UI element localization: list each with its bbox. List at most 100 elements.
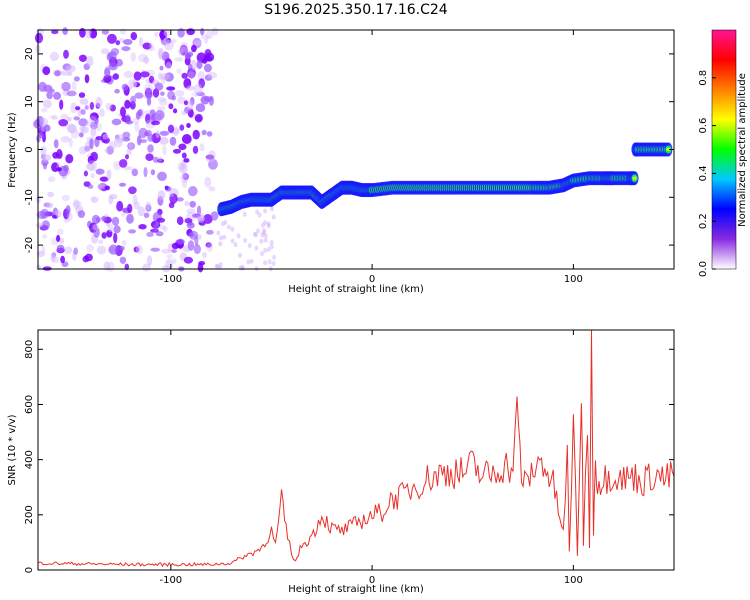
noise-blob <box>91 214 100 225</box>
noise-blob <box>128 142 133 149</box>
noise-blob <box>64 246 73 255</box>
noise-blob <box>56 234 61 243</box>
noise-blob <box>144 54 149 65</box>
noise-blob <box>189 200 196 208</box>
noise-blob <box>181 179 188 188</box>
noise-blob <box>42 234 47 239</box>
noise-blob <box>55 210 62 218</box>
noise-blob <box>120 106 126 117</box>
noise-blob <box>179 162 188 174</box>
noise-blob <box>215 263 220 269</box>
noise-blob <box>47 191 54 198</box>
noise-blob <box>56 167 62 172</box>
noise-blob <box>207 71 218 79</box>
noise-blob <box>266 221 271 227</box>
noise-blob <box>142 42 152 50</box>
noise-blob <box>126 148 132 156</box>
noise-blob <box>184 50 191 60</box>
noise-blob <box>56 244 65 253</box>
noise-blob <box>171 249 177 253</box>
noise-blob <box>132 194 138 205</box>
noise-blob <box>249 258 254 264</box>
snr-x-axis-label: Height of straight line (km) <box>288 584 424 595</box>
noise-blob <box>181 152 187 159</box>
noise-blob <box>79 98 89 105</box>
noise-blob <box>95 168 105 175</box>
noise-blob <box>145 129 152 137</box>
noise-blob <box>181 134 192 144</box>
noise-blob <box>130 95 137 105</box>
noise-blob <box>71 80 77 91</box>
noise-blob <box>177 28 185 38</box>
noise-blob <box>158 225 166 230</box>
noise-blob <box>188 232 195 237</box>
noise-blob <box>113 225 121 234</box>
snr-series-line <box>37 329 675 568</box>
noise-blob <box>119 28 127 35</box>
noise-blob <box>263 248 268 253</box>
noise-blob <box>119 159 128 168</box>
colorbar-tick-label: 0.2 <box>698 213 709 229</box>
noise-blob <box>92 224 99 231</box>
noise-blob <box>233 242 238 248</box>
noise-blob <box>154 82 164 91</box>
noise-blob <box>198 78 205 89</box>
noise-blob <box>157 47 164 59</box>
noise-blob <box>106 145 114 155</box>
noise-blob <box>151 120 161 126</box>
noise-blob <box>192 145 199 154</box>
noise-blob <box>96 184 105 190</box>
noise-blob <box>50 254 56 262</box>
noise-blob <box>174 57 184 62</box>
noise-blob <box>167 124 175 134</box>
noise-blob <box>183 256 193 264</box>
noise-blob <box>155 130 160 139</box>
noise-blob <box>125 154 129 160</box>
noise-blob <box>178 143 187 151</box>
snr-y-ticks: 0 200 400 600 800 <box>24 340 674 573</box>
noise-blob <box>56 228 64 236</box>
noise-blob <box>41 220 51 231</box>
noise-blob <box>121 240 127 246</box>
noise-blob <box>128 229 137 234</box>
noise-blob <box>84 105 89 110</box>
y-tick-label: 0 <box>24 146 35 152</box>
y-tick-label: 600 <box>24 395 35 414</box>
noise-blob <box>247 243 252 248</box>
noise-region <box>33 27 277 273</box>
noise-blob <box>46 202 54 209</box>
noise-blob <box>90 172 95 179</box>
noise-blob <box>109 104 117 112</box>
noise-blob <box>192 129 200 140</box>
noise-blob <box>52 152 60 159</box>
noise-blob <box>103 74 112 83</box>
noise-blob <box>204 49 212 58</box>
noise-blob <box>43 162 47 170</box>
x-tick-label: -100 <box>159 575 182 586</box>
noise-blob <box>197 234 202 240</box>
noise-blob <box>208 95 214 106</box>
noise-blob <box>270 206 274 212</box>
noise-blob <box>197 262 204 273</box>
noise-blob <box>94 117 99 125</box>
snr-panel: -100 0 100 0 200 400 600 800 Height of straigh… <box>7 329 675 595</box>
noise-blob <box>260 251 264 257</box>
noise-blob <box>126 213 134 224</box>
noise-blob <box>182 174 188 179</box>
noise-blob <box>121 46 131 52</box>
noise-blob <box>121 212 126 218</box>
noise-blob <box>196 205 202 216</box>
noise-blob <box>159 73 170 81</box>
noise-blob <box>136 135 142 146</box>
noise-blob <box>254 245 259 251</box>
noise-blob <box>201 129 207 136</box>
noise-blob <box>77 210 86 219</box>
noise-blob <box>184 218 193 224</box>
noise-blob <box>157 156 163 164</box>
noise-blob <box>192 92 200 97</box>
noise-blob <box>143 167 148 178</box>
noise-blob <box>138 53 147 63</box>
noise-blob <box>186 208 196 214</box>
noise-blob <box>40 146 47 156</box>
